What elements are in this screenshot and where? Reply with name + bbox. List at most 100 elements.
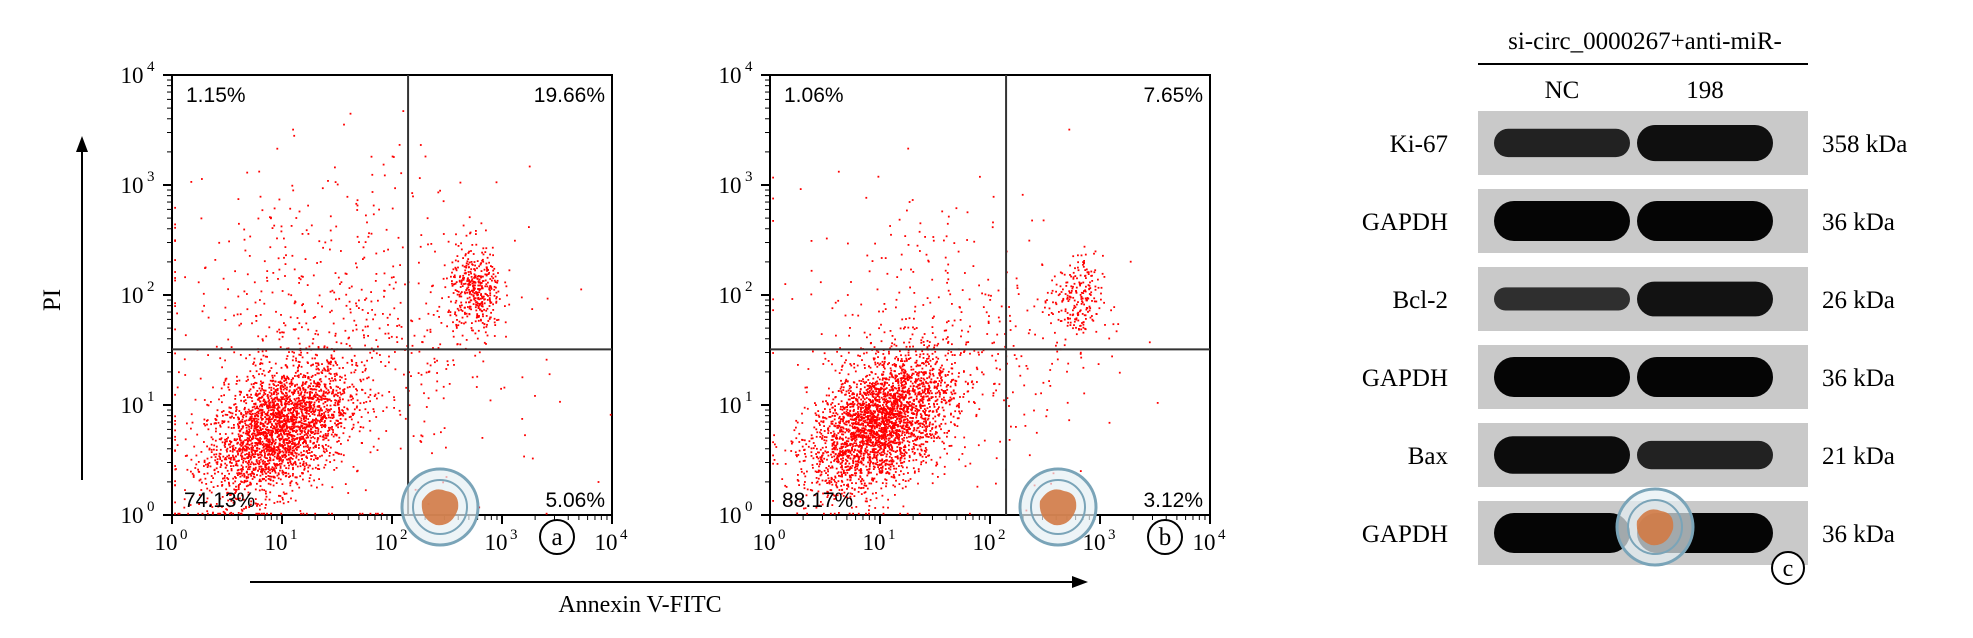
data-point	[399, 264, 401, 266]
data-point	[309, 415, 311, 417]
data-point	[842, 457, 844, 459]
data-point	[236, 406, 238, 408]
data-point	[316, 487, 318, 489]
data-point	[221, 366, 223, 368]
data-point	[308, 233, 310, 235]
data-point	[238, 223, 240, 225]
data-point	[267, 449, 269, 451]
data-point	[902, 430, 904, 432]
data-point	[258, 171, 260, 173]
y-tick-label: 10	[121, 283, 144, 308]
data-point	[472, 283, 474, 285]
data-point	[833, 431, 835, 433]
data-point	[493, 268, 495, 270]
data-point	[205, 267, 207, 269]
data-point	[215, 418, 217, 420]
data-point	[300, 394, 302, 396]
data-point	[935, 363, 937, 365]
data-point	[426, 372, 428, 374]
data-point	[456, 269, 458, 271]
data-point	[843, 484, 845, 486]
data-point	[474, 355, 476, 357]
data-point	[366, 377, 368, 379]
data-point	[397, 318, 399, 320]
data-point	[311, 401, 313, 403]
data-point	[934, 416, 936, 418]
data-point	[174, 302, 176, 304]
data-point	[352, 330, 354, 332]
data-point	[855, 443, 857, 445]
data-point	[339, 388, 341, 390]
data-point	[906, 346, 908, 348]
data-point	[273, 448, 275, 450]
data-point	[355, 203, 357, 205]
data-point	[450, 314, 452, 316]
data-point	[225, 433, 227, 435]
data-point	[488, 272, 490, 274]
data-point	[329, 311, 331, 313]
data-point	[321, 306, 323, 308]
data-point	[308, 430, 310, 432]
data-point	[775, 446, 777, 448]
data-point	[278, 477, 280, 479]
data-point	[270, 479, 272, 481]
data-point	[317, 372, 319, 374]
data-point	[224, 446, 226, 448]
data-point	[392, 266, 394, 268]
data-point	[287, 355, 289, 357]
data-point	[190, 428, 192, 430]
data-point	[245, 481, 247, 483]
data-point	[283, 257, 285, 259]
data-point	[271, 367, 273, 369]
data-point	[262, 363, 264, 365]
data-point	[499, 298, 501, 300]
data-point	[500, 388, 502, 390]
data-point	[271, 476, 273, 478]
data-point	[238, 198, 240, 200]
data-point	[456, 327, 458, 329]
data-point	[332, 417, 334, 419]
data-point	[420, 246, 422, 248]
data-point	[879, 449, 881, 451]
data-point	[356, 407, 358, 409]
data-point	[207, 458, 209, 460]
data-point	[379, 354, 381, 356]
data-point	[331, 310, 333, 312]
data-point	[281, 413, 283, 415]
data-point	[207, 466, 209, 468]
data-point	[240, 421, 242, 423]
data-point	[858, 513, 860, 515]
data-point	[394, 187, 396, 189]
data-point	[496, 181, 498, 183]
data-point	[258, 463, 260, 465]
data-point	[266, 270, 268, 272]
data-point	[287, 447, 289, 449]
data-point	[364, 345, 366, 347]
data-point	[297, 391, 299, 393]
data-point	[484, 298, 486, 300]
data-point	[240, 354, 242, 356]
data-point	[266, 468, 268, 470]
data-point	[908, 480, 910, 482]
data-point	[271, 423, 273, 425]
data-point	[311, 451, 313, 453]
data-point	[451, 280, 453, 282]
data-point	[241, 465, 243, 467]
data-point	[848, 392, 850, 394]
data-point	[396, 336, 398, 338]
data-point	[334, 335, 336, 337]
data-point	[186, 423, 188, 425]
data-point	[965, 344, 967, 346]
data-point	[324, 426, 326, 428]
data-point	[288, 437, 290, 439]
data-point	[271, 394, 273, 396]
data-point	[455, 300, 457, 302]
data-point	[356, 305, 358, 307]
data-point	[882, 444, 884, 446]
data-point	[487, 320, 489, 322]
data-point	[489, 297, 491, 299]
data-point	[225, 319, 227, 321]
data-point	[465, 253, 467, 255]
data-point	[937, 377, 939, 379]
data-point	[295, 419, 297, 421]
